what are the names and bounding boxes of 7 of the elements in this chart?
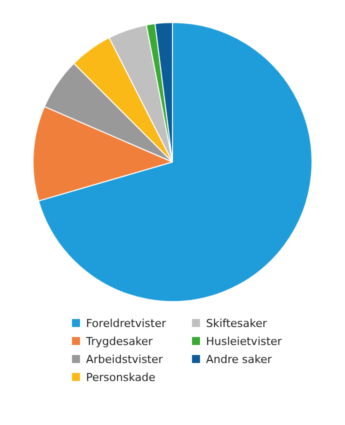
legend-label: Foreldretvister bbox=[86, 316, 166, 330]
legend-label: Skiftesaker bbox=[206, 316, 267, 330]
legend-label: Trygdesaker bbox=[86, 334, 153, 348]
legend-label: Personskade bbox=[86, 370, 156, 384]
legend-label: Arbeidstvister bbox=[86, 352, 163, 366]
legend-label: Andre saker bbox=[206, 352, 272, 366]
legend-label: Husleietvister bbox=[206, 334, 282, 348]
